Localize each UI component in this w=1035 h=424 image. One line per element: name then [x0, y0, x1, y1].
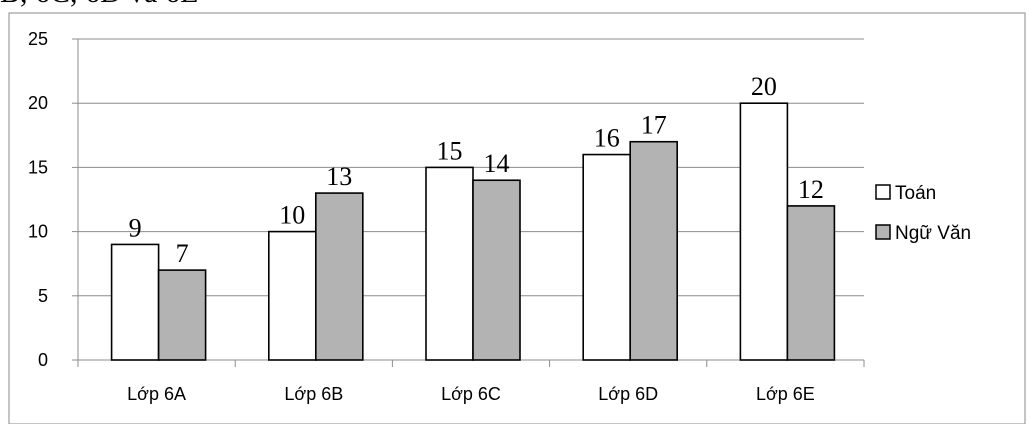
y-tick-label: 20	[28, 93, 48, 113]
x-tick-label: Lớp 6E	[756, 384, 815, 404]
y-tick-label: 25	[28, 29, 48, 49]
data-label: 16	[594, 124, 620, 153]
x-tick-label: Lớp 6B	[284, 384, 343, 404]
y-tick-label: 10	[28, 222, 48, 242]
data-label: 17	[641, 111, 667, 140]
data-label: 10	[279, 201, 305, 230]
bar-ngu-van	[314, 192, 364, 361]
bar-ngu-van	[786, 205, 836, 361]
data-label: 15	[437, 136, 463, 165]
data-label: 14	[484, 149, 510, 178]
bar-toan	[582, 153, 632, 361]
bar-ngu-van	[629, 140, 679, 361]
bar-toan	[425, 166, 474, 361]
y-tick-label: 15	[28, 157, 48, 177]
legend-label: Ngữ Văn	[895, 223, 971, 244]
legend-swatch	[875, 184, 891, 200]
y-tick-label: 0	[38, 350, 48, 370]
bar-toan	[739, 102, 789, 361]
x-tick-label: Lớp 6D	[598, 384, 658, 404]
legend-label: Toán	[895, 183, 936, 204]
bar-toan	[110, 243, 160, 361]
data-label: 9	[129, 213, 142, 242]
x-tick-label: Lớp 6C	[441, 384, 501, 404]
bar-ngu-van	[157, 269, 207, 361]
data-label: 13	[326, 162, 352, 191]
data-label: 20	[751, 72, 777, 101]
legend-swatch	[875, 224, 891, 240]
y-tick-label: 5	[38, 286, 48, 306]
bar-toan	[267, 230, 317, 361]
x-tick-label: Lớp 6A	[127, 384, 186, 404]
bar-ngu-van	[472, 179, 521, 361]
chart-frame	[8, 12, 1026, 424]
data-label: 12	[798, 175, 824, 204]
data-label: 7	[176, 239, 189, 268]
cropped-heading-text: B, 6C, 6D và 6E	[0, 0, 198, 10]
